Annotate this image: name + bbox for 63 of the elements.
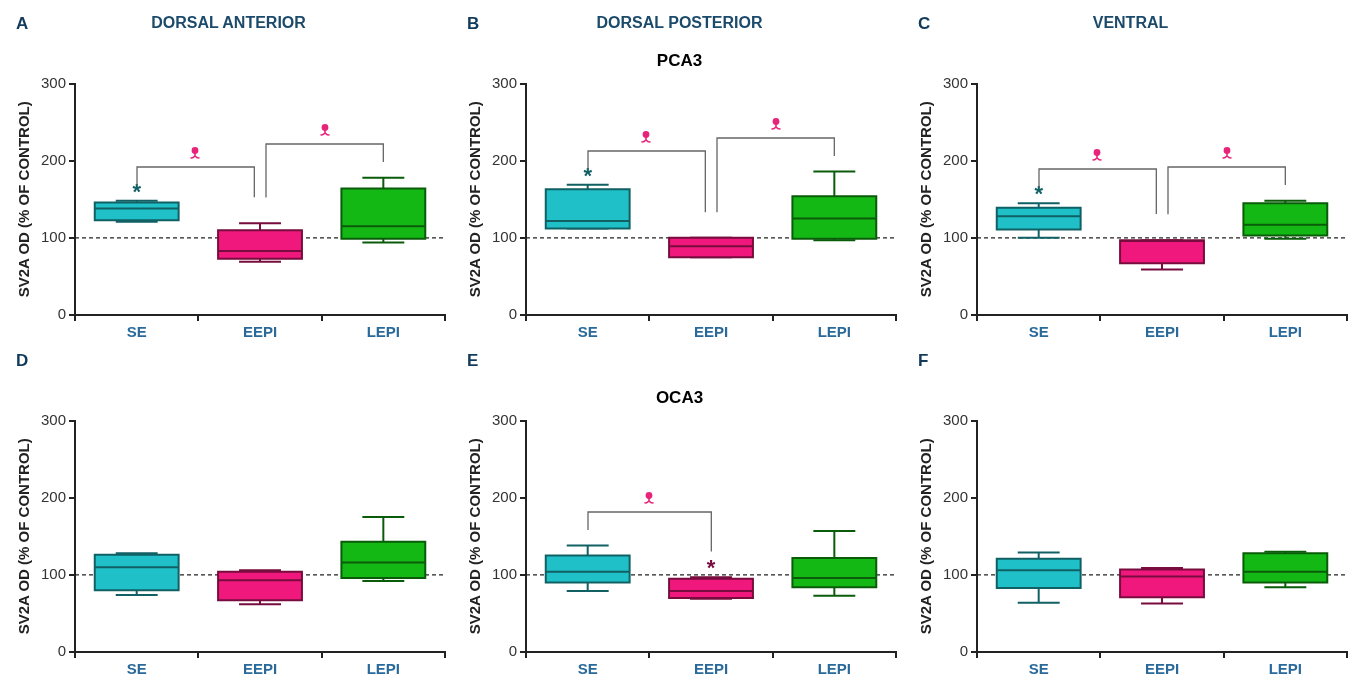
- y-tick-label: 200: [943, 150, 969, 168]
- chart-title: DORSAL POSTERIOR: [596, 14, 763, 32]
- x-tick-label: SE: [1028, 323, 1049, 341]
- x-tick-label: EEPI: [693, 660, 729, 678]
- y-tick-label: 100: [492, 565, 518, 583]
- y-tick-label: 300: [943, 73, 969, 91]
- text: B: [467, 14, 480, 34]
- annotation: *: [1034, 181, 1044, 207]
- y-axis-title: SV2A OD (% OF CONTROL): [917, 101, 935, 298]
- y-tick-label: 100: [41, 565, 67, 583]
- text: C: [918, 14, 931, 34]
- y-tick-label: 100: [943, 565, 969, 583]
- text: E: [467, 351, 479, 371]
- y-tick-label: 0: [508, 305, 518, 323]
- y-tick-label: 0: [508, 642, 518, 660]
- y-tick-label: 0: [959, 305, 969, 323]
- y-tick-label: 200: [41, 487, 67, 505]
- x-tick-label: SE: [1028, 660, 1049, 678]
- y-tick-label: 100: [41, 228, 67, 246]
- text: A: [16, 14, 29, 34]
- x-tick-label: LEPI: [366, 323, 401, 341]
- chart-subtitle: OCA3: [655, 388, 704, 408]
- x-tick-label: SE: [577, 660, 598, 678]
- annotation: *: [132, 178, 142, 204]
- y-tick-label: 100: [492, 228, 518, 246]
- y-tick-label: 200: [492, 487, 518, 505]
- x-tick-label: LEPI: [1268, 660, 1303, 678]
- y-axis-title: SV2A OD (% OF CONTROL): [466, 438, 484, 635]
- y-tick-label: 0: [959, 642, 969, 660]
- chart-title: VENTRAL: [1092, 14, 1169, 32]
- text: F: [918, 351, 929, 371]
- y-tick-label: 300: [492, 410, 518, 428]
- chart-title: DORSAL ANTERIOR: [151, 14, 307, 32]
- y-tick-label: 300: [41, 73, 67, 91]
- y-tick-label: 200: [492, 150, 518, 168]
- x-tick-label: EEPI: [1144, 323, 1180, 341]
- y-tick-label: 0: [57, 642, 67, 660]
- y-tick-label: 300: [492, 73, 518, 91]
- x-tick-label: EEPI: [693, 323, 729, 341]
- y-tick-label: 200: [943, 487, 969, 505]
- x-tick-label: LEPI: [817, 323, 852, 341]
- y-axis-title: SV2A OD (% OF CONTROL): [15, 438, 33, 635]
- x-tick-label: EEPI: [242, 660, 278, 678]
- x-tick-label: EEPI: [242, 323, 278, 341]
- annotation: *: [583, 162, 593, 188]
- x-tick-label: SE: [577, 323, 598, 341]
- x-tick-label: EEPI: [1144, 660, 1180, 678]
- chart-subtitle: PCA3: [656, 51, 703, 71]
- y-tick-label: 300: [943, 410, 969, 428]
- y-tick-label: 200: [41, 150, 67, 168]
- y-tick-label: 300: [41, 410, 67, 428]
- x-tick-label: SE: [126, 660, 147, 678]
- x-tick-label: LEPI: [817, 660, 852, 678]
- y-tick-label: 0: [57, 305, 67, 323]
- y-tick-label: 100: [943, 228, 969, 246]
- x-tick-label: LEPI: [366, 660, 401, 678]
- x-tick-label: SE: [126, 323, 147, 341]
- y-axis-title: SV2A OD (% OF CONTROL): [15, 101, 33, 298]
- x-tick-label: LEPI: [1268, 323, 1303, 341]
- annotation: *: [706, 555, 716, 581]
- y-axis-title: SV2A OD (% OF CONTROL): [917, 438, 935, 635]
- text: D: [16, 351, 29, 371]
- y-axis-title: SV2A OD (% OF CONTROL): [466, 101, 484, 298]
